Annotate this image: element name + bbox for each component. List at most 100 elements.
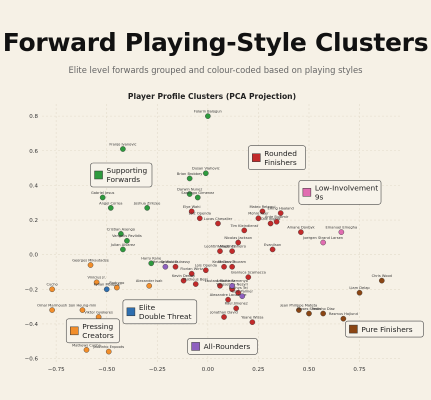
data-point (239, 293, 246, 300)
callout-label: Low-Involvement 9s (315, 183, 378, 201)
callout-label: Pure Finishers (361, 325, 412, 334)
point-label: Kylian Mbappe (94, 283, 121, 287)
x-tick-label: −0.25 (149, 367, 166, 373)
data-point (87, 262, 94, 268)
point-label: Nicolas Jackson (224, 236, 252, 240)
page-title: Forward Playing-Style Clusters (2, 28, 429, 57)
data-point (107, 205, 114, 211)
data-point (186, 191, 193, 197)
data-point (103, 286, 110, 293)
callout-label: Supporting Forwards (107, 166, 148, 184)
point-label: Joergen Strand Larsen (302, 236, 343, 240)
x-tick-label: 0.00 (202, 367, 215, 373)
point-label: Lautaro Martinez (205, 279, 236, 283)
data-point (192, 281, 199, 287)
data-point (124, 237, 130, 244)
callout-box (65, 318, 120, 344)
point-label: Franjo Ivanovic (109, 142, 136, 146)
data-point (186, 175, 193, 182)
callout-swatch (191, 342, 200, 351)
data-point (229, 283, 235, 289)
data-point (180, 277, 187, 284)
y-tick-label: −0.6 (25, 357, 39, 363)
point-label: Matheus Bess (183, 277, 208, 281)
y-tick-label: 0.8 (29, 114, 38, 120)
data-point (215, 220, 221, 227)
point-label: Lucas Chevalier (204, 217, 233, 221)
callouts: Supporting Forwards Rounded Finishers Low-In… (65, 145, 424, 355)
y-tick-label: −0.2 (25, 287, 38, 293)
point-label: Alexander Isak (136, 279, 163, 283)
data-point (196, 215, 203, 222)
data-point (306, 310, 312, 317)
cluster-callout: Rounded Finishers (248, 145, 306, 170)
point-label: Cristian Asengo (107, 227, 135, 231)
data-point (320, 239, 326, 246)
data-point (298, 229, 304, 235)
data-point (49, 307, 55, 313)
data-point (217, 283, 223, 289)
grid (42, 104, 400, 362)
cluster-callout: Low-Involvement 9s (298, 180, 382, 205)
point-label: Jean Philippe Mateta (279, 303, 317, 307)
point-label: Emanuel Emegha (326, 226, 358, 230)
point-label: Raul Jimenez (225, 302, 248, 306)
data-point (172, 263, 179, 270)
point-label: Elye Wahi (183, 205, 201, 209)
callout-swatch (349, 324, 358, 334)
data-point (49, 286, 55, 293)
data-point (229, 263, 235, 270)
point-label: Rodrygo (109, 281, 124, 285)
cluster-callout: Pressing Creators (65, 318, 120, 344)
data-point (356, 289, 363, 296)
callout-label: Pressing Creators (82, 322, 114, 340)
page-subtitle: Elite level forwards grouped and colour-… (68, 65, 363, 75)
data-point (245, 274, 252, 280)
point-label: Jaozinho Enpoots (92, 345, 124, 349)
point-label: Evanilson (264, 243, 281, 247)
point-label: Folarin Balogun (194, 110, 222, 114)
y-tick-label: 0.2 (29, 218, 38, 224)
data-point (146, 283, 152, 289)
cluster-callout: Supporting Forwards (90, 162, 153, 188)
y-tick-label: −0.4 (25, 322, 39, 328)
point-label: Brian Brobbey (177, 172, 203, 176)
callout-box (187, 338, 258, 355)
callout-swatch (252, 153, 261, 162)
callout-box (122, 299, 198, 325)
data-point (203, 170, 209, 177)
point-label: Lois Openda (195, 264, 217, 268)
point-label: Ante Budimir (265, 215, 289, 219)
callout-swatch (94, 170, 103, 180)
point-label: Viktor Gyokeres (84, 310, 113, 314)
data-point (221, 263, 227, 270)
point-label: Loic Openda (189, 212, 211, 216)
data-point (120, 246, 126, 253)
callout-swatch (126, 307, 136, 317)
callout-label: Rounded Finishers (264, 149, 297, 167)
point-label: Fedinho Diaz (312, 307, 335, 311)
callout-box (298, 180, 382, 205)
x-tick-label: −0.50 (98, 367, 115, 373)
data-point (188, 208, 195, 215)
data-point (235, 289, 241, 296)
callout-swatch (70, 326, 79, 336)
y-tick-label: 0.6 (29, 149, 38, 155)
cluster-callout: All-Rounders (187, 338, 258, 355)
data-point (83, 347, 90, 353)
data-point (221, 314, 227, 320)
data-point (162, 263, 169, 270)
point-label: Kevin Dennis (212, 260, 235, 264)
point-label: Erling Haaland (268, 206, 294, 210)
point-label: Darwin Nunez (177, 187, 202, 191)
data-point (203, 267, 209, 274)
point-label: Son Heung-min (69, 303, 97, 307)
data-point (269, 246, 276, 253)
data-point (99, 194, 106, 201)
data-point (273, 218, 280, 225)
data-point (188, 270, 195, 277)
point-label: Gianluca Scamacca (231, 271, 266, 275)
point-label: Amane Dovbyk (287, 226, 315, 230)
data-point (205, 113, 211, 119)
